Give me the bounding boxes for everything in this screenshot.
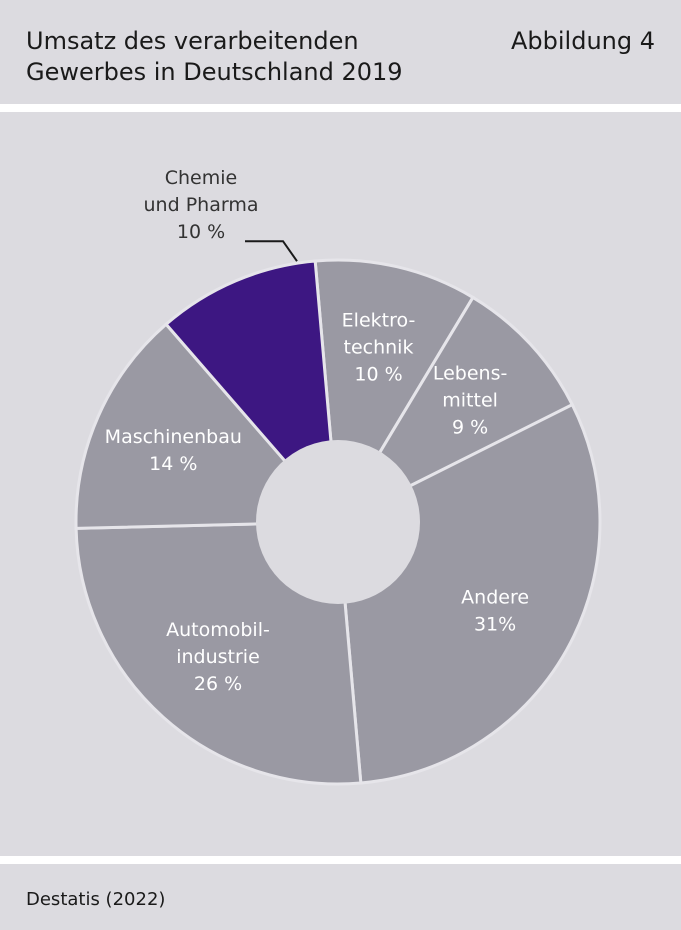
chart-title: Umsatz des verarbeitenden Gewerbes in De…: [26, 27, 403, 86]
data-label-line: Automobil-: [166, 619, 270, 641]
data-label-line: mittel: [442, 390, 498, 412]
data-label-line: technik: [344, 337, 414, 359]
data-label-line: 10 %: [354, 364, 402, 386]
data-label-elektrotechnik: Elektro-technik 10 %: [342, 310, 416, 386]
donut-chart: Elektro-technik 10 % Lebens-mittel 9 % Ander…: [74, 167, 602, 786]
data-label-line: Lebens-: [433, 363, 508, 385]
data-label-line: 26 %: [194, 673, 242, 695]
data-label-lebensmittel: Lebens-mittel 9 %: [433, 363, 508, 439]
source-note: Destatis (2022): [26, 889, 166, 910]
leader-line-chemie-und-pharma: [245, 240, 298, 262]
data-label-line: Andere: [461, 586, 529, 608]
chart-panel: Elektro-technik 10 % Lebens-mittel 9 % Ander…: [0, 112, 681, 856]
figure-label: Abbildung 4: [510, 27, 655, 55]
data-label-line: Elektro-: [342, 310, 416, 332]
footer-panel: Destatis (2022): [0, 864, 681, 930]
data-label-line: Maschinenbau: [105, 426, 242, 448]
data-label-automobilindustrie: Automobil-industrie 26 %: [166, 619, 270, 695]
data-label-line: 14 %: [149, 453, 197, 475]
data-label-line: industrie: [176, 646, 260, 668]
data-label-andere: Andere 31%: [461, 586, 529, 635]
data-label-maschinenbau: Maschinenbau 14 %: [105, 426, 242, 475]
data-label-line: Chemie: [165, 167, 237, 189]
header-panel: Umsatz des verarbeitenden Gewerbes in De…: [0, 0, 681, 104]
data-label-line: 10 %: [177, 221, 225, 243]
data-label-line: und Pharma: [144, 194, 259, 216]
data-label-line: 9 %: [452, 417, 488, 439]
donut-hole: [256, 440, 420, 604]
data-label-chemie-und-pharma: Chemie und Pharma 10 %: [144, 167, 259, 243]
data-label-line: 31%: [474, 613, 516, 635]
